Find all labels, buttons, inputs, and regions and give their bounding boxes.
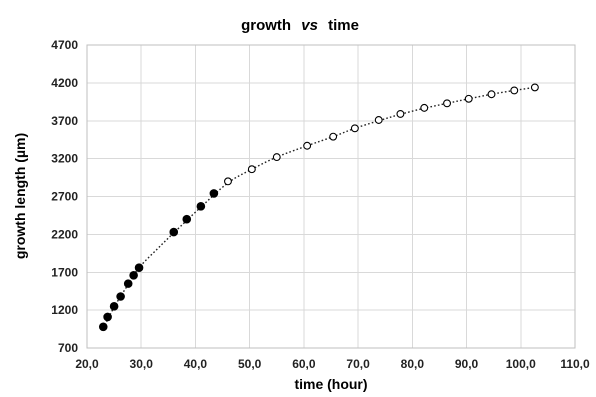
y-tick-label: 4700 [51, 38, 78, 52]
y-tick-label: 3200 [51, 152, 78, 166]
open-data-point [303, 141, 312, 150]
filled-data-point [129, 270, 138, 280]
y-tick-label: 700 [58, 341, 78, 355]
filled-data-point [182, 214, 192, 224]
filled-data-point [109, 302, 119, 311]
x-tick-label: 100,0 [506, 357, 536, 371]
x-tick-label: 30,0 [130, 357, 154, 371]
open-data-point [396, 109, 405, 118]
open-data-point [510, 86, 519, 95]
trend-line [102, 86, 535, 329]
x-tick-label: 50,0 [238, 357, 262, 371]
y-axis-label: growth length (µm) [12, 133, 28, 259]
y-tick-label: 2200 [51, 227, 78, 241]
open-data-point [247, 165, 256, 174]
open-data-point [530, 83, 539, 92]
filled-data-point [134, 263, 144, 273]
x-axis-label: time (hour) [294, 376, 367, 392]
y-tick-label: 4200 [51, 76, 78, 90]
grid-layer [86, 44, 576, 349]
open-data-point [329, 132, 338, 141]
filled-data-point [196, 202, 206, 211]
x-tick-label: 90,0 [455, 357, 479, 371]
data-point-layer [98, 83, 539, 332]
y-tick-label: 1700 [51, 265, 78, 279]
x-tick-label: 40,0 [184, 357, 208, 371]
open-data-point [420, 103, 429, 112]
chart-title: growth vs time [241, 17, 359, 34]
x-tick-label: 60,0 [292, 357, 316, 371]
filled-data-point [123, 279, 133, 288]
y-tick-label: 2700 [51, 190, 78, 204]
open-data-point [272, 153, 281, 162]
open-data-point [487, 90, 496, 99]
filled-data-point [98, 322, 108, 332]
chart-title-part-1: growth [241, 17, 291, 34]
open-data-point [464, 94, 473, 103]
filled-data-point [116, 292, 125, 301]
chart-title-part-3: time [328, 17, 359, 34]
x-tick-label: 70,0 [346, 357, 370, 371]
x-tick-label: 110,0 [560, 357, 590, 371]
x-tick-label: 80,0 [401, 357, 425, 371]
plot-border [86, 44, 576, 349]
open-data-point [350, 124, 359, 133]
y-tick-label: 3700 [51, 114, 78, 128]
open-data-point [374, 116, 383, 124]
chart-title-part-2: vs [301, 17, 318, 34]
open-data-point [443, 99, 451, 108]
filled-data-point [103, 312, 112, 322]
tick-label-layer: 20,0 30,0 40,0 50,0 60,0 70,0 80,0 90,0 100,0 110… [51, 38, 590, 371]
filled-data-point [169, 227, 179, 237]
x-tick-label: 20,0 [75, 357, 99, 371]
open-data-point [224, 177, 232, 186]
filled-data-point [209, 189, 219, 198]
y-tick-label: 1200 [51, 303, 78, 317]
